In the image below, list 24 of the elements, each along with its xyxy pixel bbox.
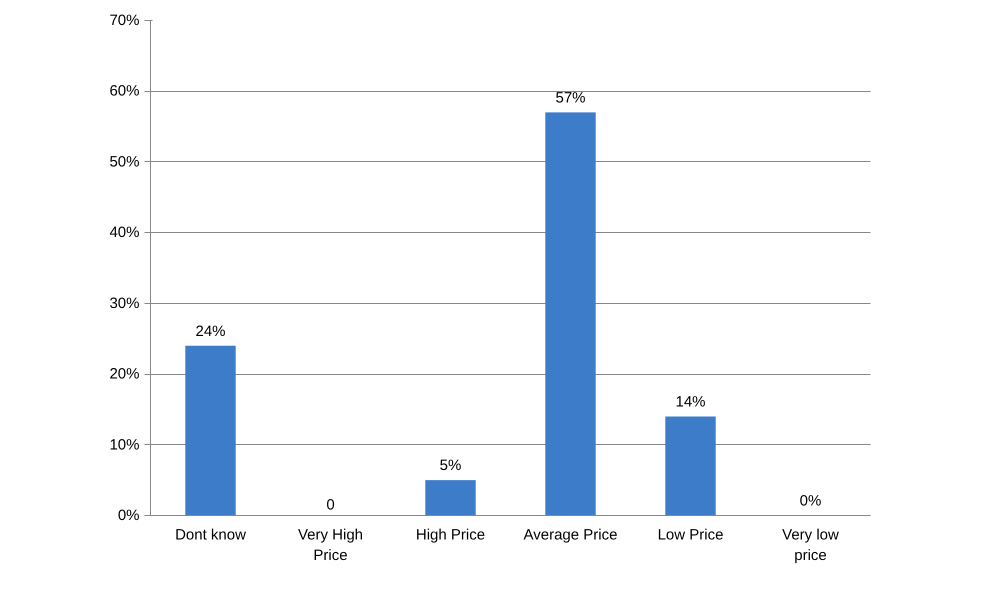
data-label: 14%	[675, 394, 706, 410]
x-tick-label: Average Price	[524, 526, 618, 544]
y-tick-label: 30%	[109, 294, 140, 312]
bar	[425, 480, 476, 516]
y-tick-label: 60%	[109, 82, 140, 100]
x-tick-label: Low Price	[658, 526, 724, 544]
data-label: 57%	[555, 89, 586, 106]
y-tick-label: 70%	[109, 12, 140, 29]
bar	[665, 416, 716, 516]
bar	[185, 346, 236, 516]
bar	[545, 112, 596, 516]
x-tick-label: Very High Price	[298, 526, 364, 564]
y-tick-label: 0%	[118, 507, 140, 524]
x-tick-label: Dont know	[175, 526, 246, 544]
data-label: 0%	[800, 492, 822, 510]
x-tick-label: High Price	[416, 526, 486, 544]
data-label: 0	[326, 496, 335, 514]
y-tick-label: 40%	[109, 224, 140, 242]
x-tick-label: Very low price	[782, 526, 840, 564]
data-label: 5%	[440, 457, 462, 474]
y-tick-label: 10%	[109, 436, 140, 454]
y-tick-label: 20%	[109, 366, 140, 383]
data-label: 24%	[195, 322, 226, 340]
y-tick-label: 50%	[109, 153, 140, 170]
